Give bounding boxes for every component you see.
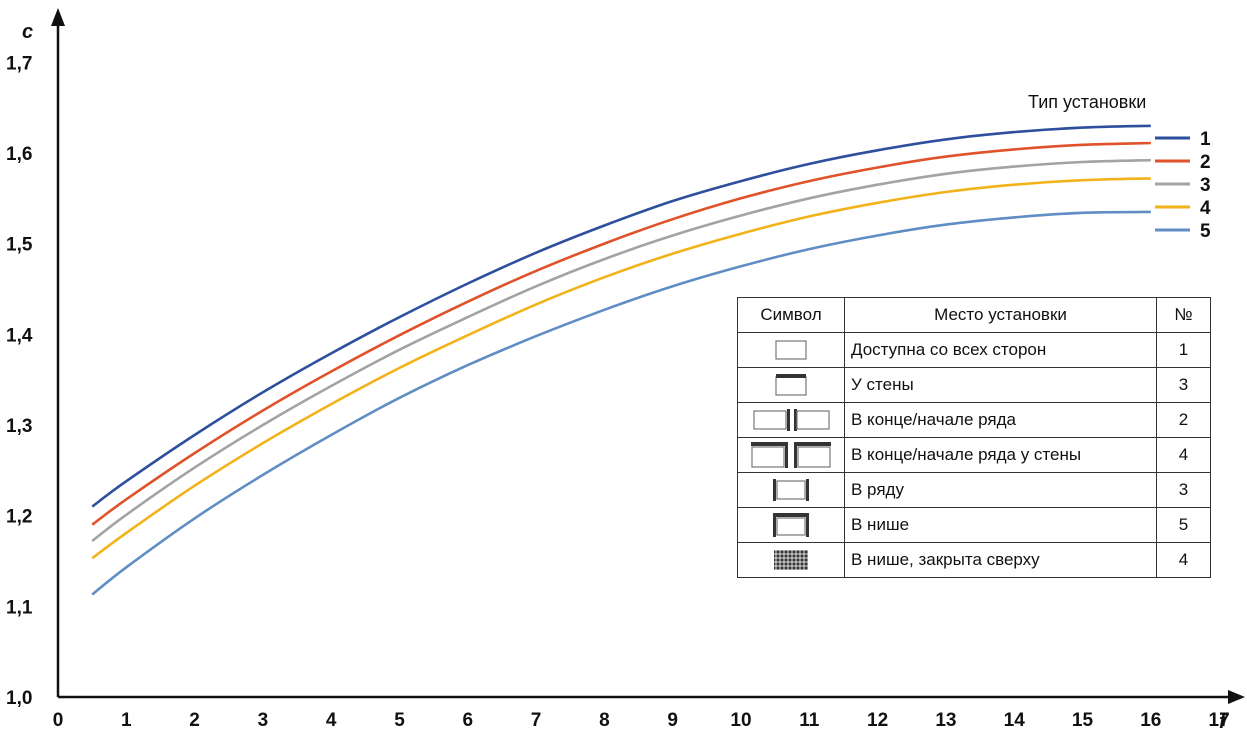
x-tick-label: 7 [531,710,542,731]
y-axis-label: c [22,21,33,43]
series-line-5 [91,210,1151,596]
x-tick-label: 5 [394,710,405,731]
free-standing-icon [775,340,807,360]
x-tick-label: 9 [667,710,678,731]
x-tick-label: 8 [599,710,610,731]
wall-icon [775,374,807,396]
place-cell: В нише [844,507,1157,543]
number-cell: 3 [1156,472,1211,508]
x-tick-label: 16 [1140,710,1161,731]
header-place: Место установки [844,297,1157,333]
symbol-cell [737,367,845,403]
number-cell: 5 [1156,507,1211,543]
y-tick-label: 1,2 [6,507,32,528]
y-tick-label: 1,3 [6,416,32,437]
symbol-cell [737,402,845,438]
number-cell: 4 [1156,542,1211,578]
series-line-4 [91,177,1151,560]
x-tick-label: 10 [730,710,751,731]
x-tick-label: 6 [463,710,474,731]
place-cell: У стены [844,367,1157,403]
legend-label-2: 2 [1200,152,1211,173]
table-row: В нише, закрыта сверху 4 [737,542,1211,578]
symbol-cell [737,507,845,543]
number-cell: 2 [1156,402,1211,438]
symbol-cell [737,437,845,473]
y-tick-label: 1,5 [6,235,33,256]
legend-label-4: 4 [1200,198,1211,219]
row-end-wall-icon [751,442,831,468]
x-axis-label: f [1219,711,1228,733]
table-header-row: Символ Место установки № [737,297,1211,333]
number-cell: 3 [1156,367,1211,403]
series-lines [91,124,1151,596]
in-row-icon [773,479,809,501]
y-tick-label: 1,1 [6,597,33,618]
series-line-1 [91,124,1151,508]
series-line-2 [91,141,1151,526]
symbol-cell [737,472,845,508]
symbol-cell [737,332,845,368]
axes: c f [22,8,1245,733]
place-cell: В конце/начале ряда [844,402,1157,438]
legend-label-5: 5 [1200,221,1211,242]
y-axis-arrow [51,8,65,26]
x-ticks: 0 1 2 3 4 5 6 7 8 9 10 11 12 13 14 15 16 17 [53,710,1230,731]
legend-label-3: 3 [1200,175,1211,196]
x-tick-label: 4 [326,710,337,731]
x-tick-label: 2 [189,710,200,731]
place-cell: В ряду [844,472,1157,508]
x-tick-label: 14 [1004,710,1026,731]
number-cell: 1 [1156,332,1211,368]
place-cell: Доступна со всех сторон [844,332,1157,368]
table-row: В конце/начале ряда 2 [737,402,1211,438]
x-tick-label: 15 [1072,710,1094,731]
number-cell: 4 [1156,437,1211,473]
x-tick-label: 13 [935,710,956,731]
header-number: № [1156,297,1211,333]
legend-title: Тип установки [1028,92,1146,112]
place-cell: В конце/начале ряда у стены [844,437,1157,473]
legend-label-1: 1 [1200,129,1211,150]
table-row: В конце/начале ряда у стены 4 [737,437,1211,473]
row-end-icon [753,409,830,431]
x-tick-label: 12 [867,710,888,731]
symbol-cell [737,542,845,578]
y-tick-label: 1,7 [6,53,32,74]
installation-table: Символ Место установки № Доступна со все… [737,297,1211,578]
y-tick-label: 1,0 [6,688,32,709]
x-tick-label: 0 [53,710,64,731]
niche-icon [773,513,809,537]
table-row: В нише 5 [737,507,1211,543]
table-row: Доступна со всех сторон 1 [737,332,1211,368]
table-row: У стены 3 [737,367,1211,403]
x-tick-label: 1 [121,710,132,731]
table-row: В ряду 3 [737,472,1211,508]
y-tick-label: 1,4 [6,325,33,346]
y-ticks: 1,0 1,1 1,2 1,3 1,4 1,5 1,6 1,7 [6,53,33,709]
y-tick-label: 1,6 [6,144,32,165]
x-tick-label: 3 [258,710,269,731]
header-symbol: Символ [737,297,845,333]
niche-covered-icon [774,550,808,570]
x-tick-label: 11 [799,710,820,731]
x-axis-arrow [1228,690,1245,704]
place-cell: В нише, закрыта сверху [844,542,1157,578]
series-line-3 [91,158,1151,543]
x-tick-label: 17 [1209,710,1230,731]
